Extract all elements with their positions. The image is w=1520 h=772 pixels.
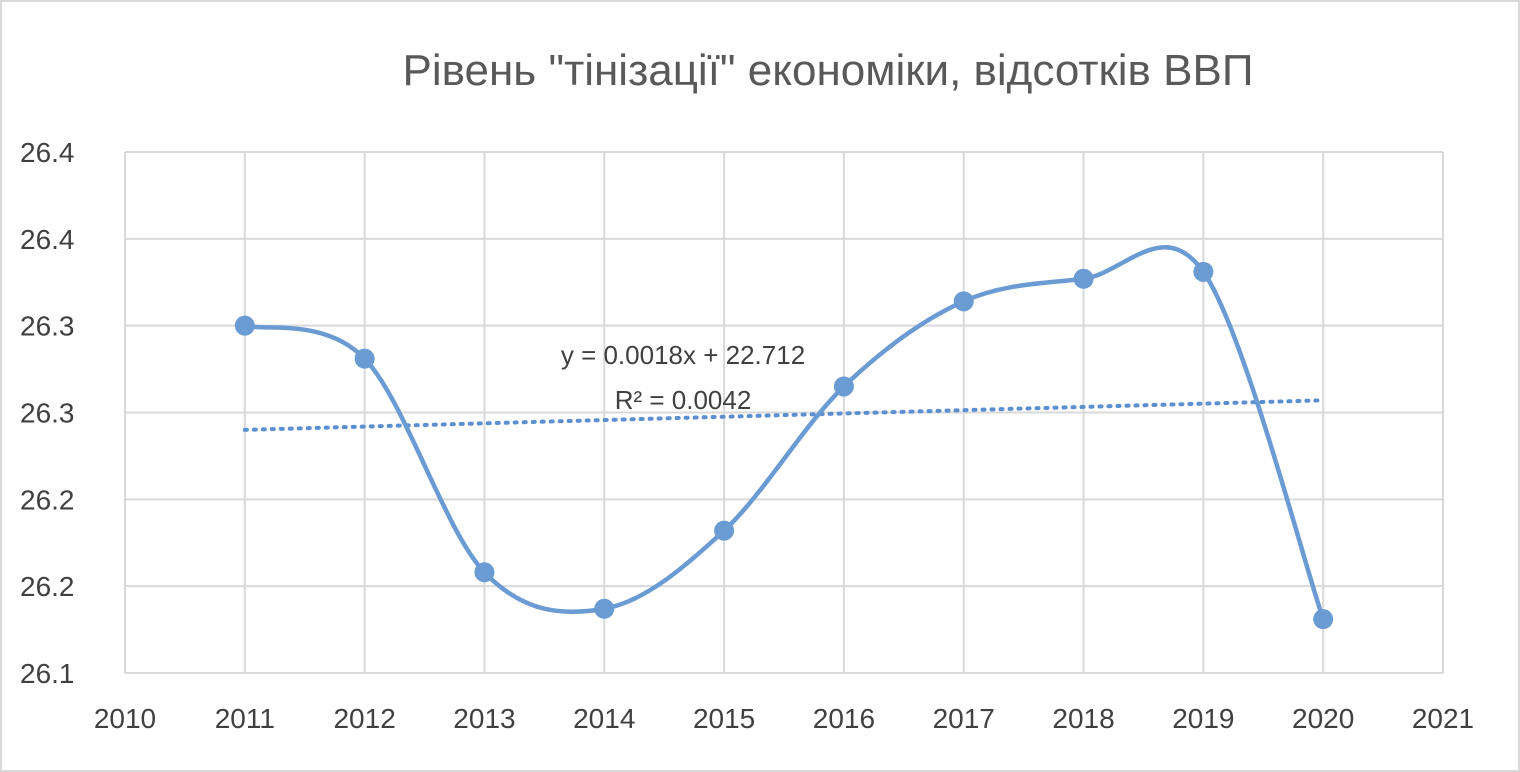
x-axis-ticks: 2010 2011 2012 2013 2014 2015 2016 2017 2018 2019…: [94, 703, 1474, 734]
data-point: [1193, 261, 1214, 282]
x-tick-label: 2015: [693, 703, 755, 734]
data-point: [1313, 609, 1334, 630]
trendline-equation: y = 0.0018x + 22.712: [561, 340, 805, 370]
data-point: [594, 598, 615, 619]
data-point: [833, 376, 854, 397]
x-tick-label: 2013: [453, 703, 515, 734]
series-group: [234, 245, 1334, 630]
chart-title: Рівень "тінізації" економіки, відсотків …: [403, 46, 1254, 95]
gridlines: [124, 151, 1444, 674]
y-tick-label: 26.3: [20, 398, 75, 429]
x-tick-label: 2017: [933, 703, 995, 734]
x-tick-label: 2019: [1172, 703, 1234, 734]
trendline-group: [242, 398, 1326, 432]
series-line: [242, 245, 1326, 622]
data-point: [953, 291, 974, 312]
x-tick-label: 2010: [94, 703, 156, 734]
x-tick-label: 2012: [333, 703, 395, 734]
data-point: [474, 562, 495, 583]
trendline-r-squared: R² = 0.0042: [615, 385, 752, 415]
y-tick-label: 26.2: [20, 571, 75, 602]
x-tick-label: 2016: [813, 703, 875, 734]
x-tick-label: 2021: [1412, 703, 1474, 734]
y-tick-label: 26.1: [20, 658, 75, 689]
y-tick-label: 26.2: [20, 484, 75, 515]
y-tick-label: 26.4: [20, 224, 75, 255]
data-point: [1073, 268, 1094, 289]
data-point: [354, 348, 375, 369]
y-axis-ticks: 26.1 26.2 26.2 26.3 26.3 26.4 26.4: [20, 137, 75, 689]
x-tick-label: 2014: [573, 703, 635, 734]
x-tick-label: 2011: [215, 703, 275, 734]
x-tick-label: 2020: [1292, 703, 1354, 734]
y-tick-label: 26.3: [20, 311, 75, 342]
data-point: [234, 315, 255, 336]
x-tick-label: 2018: [1052, 703, 1114, 734]
y-tick-label: 26.4: [20, 137, 75, 168]
data-point: [714, 520, 735, 541]
trendline: [242, 398, 1326, 432]
